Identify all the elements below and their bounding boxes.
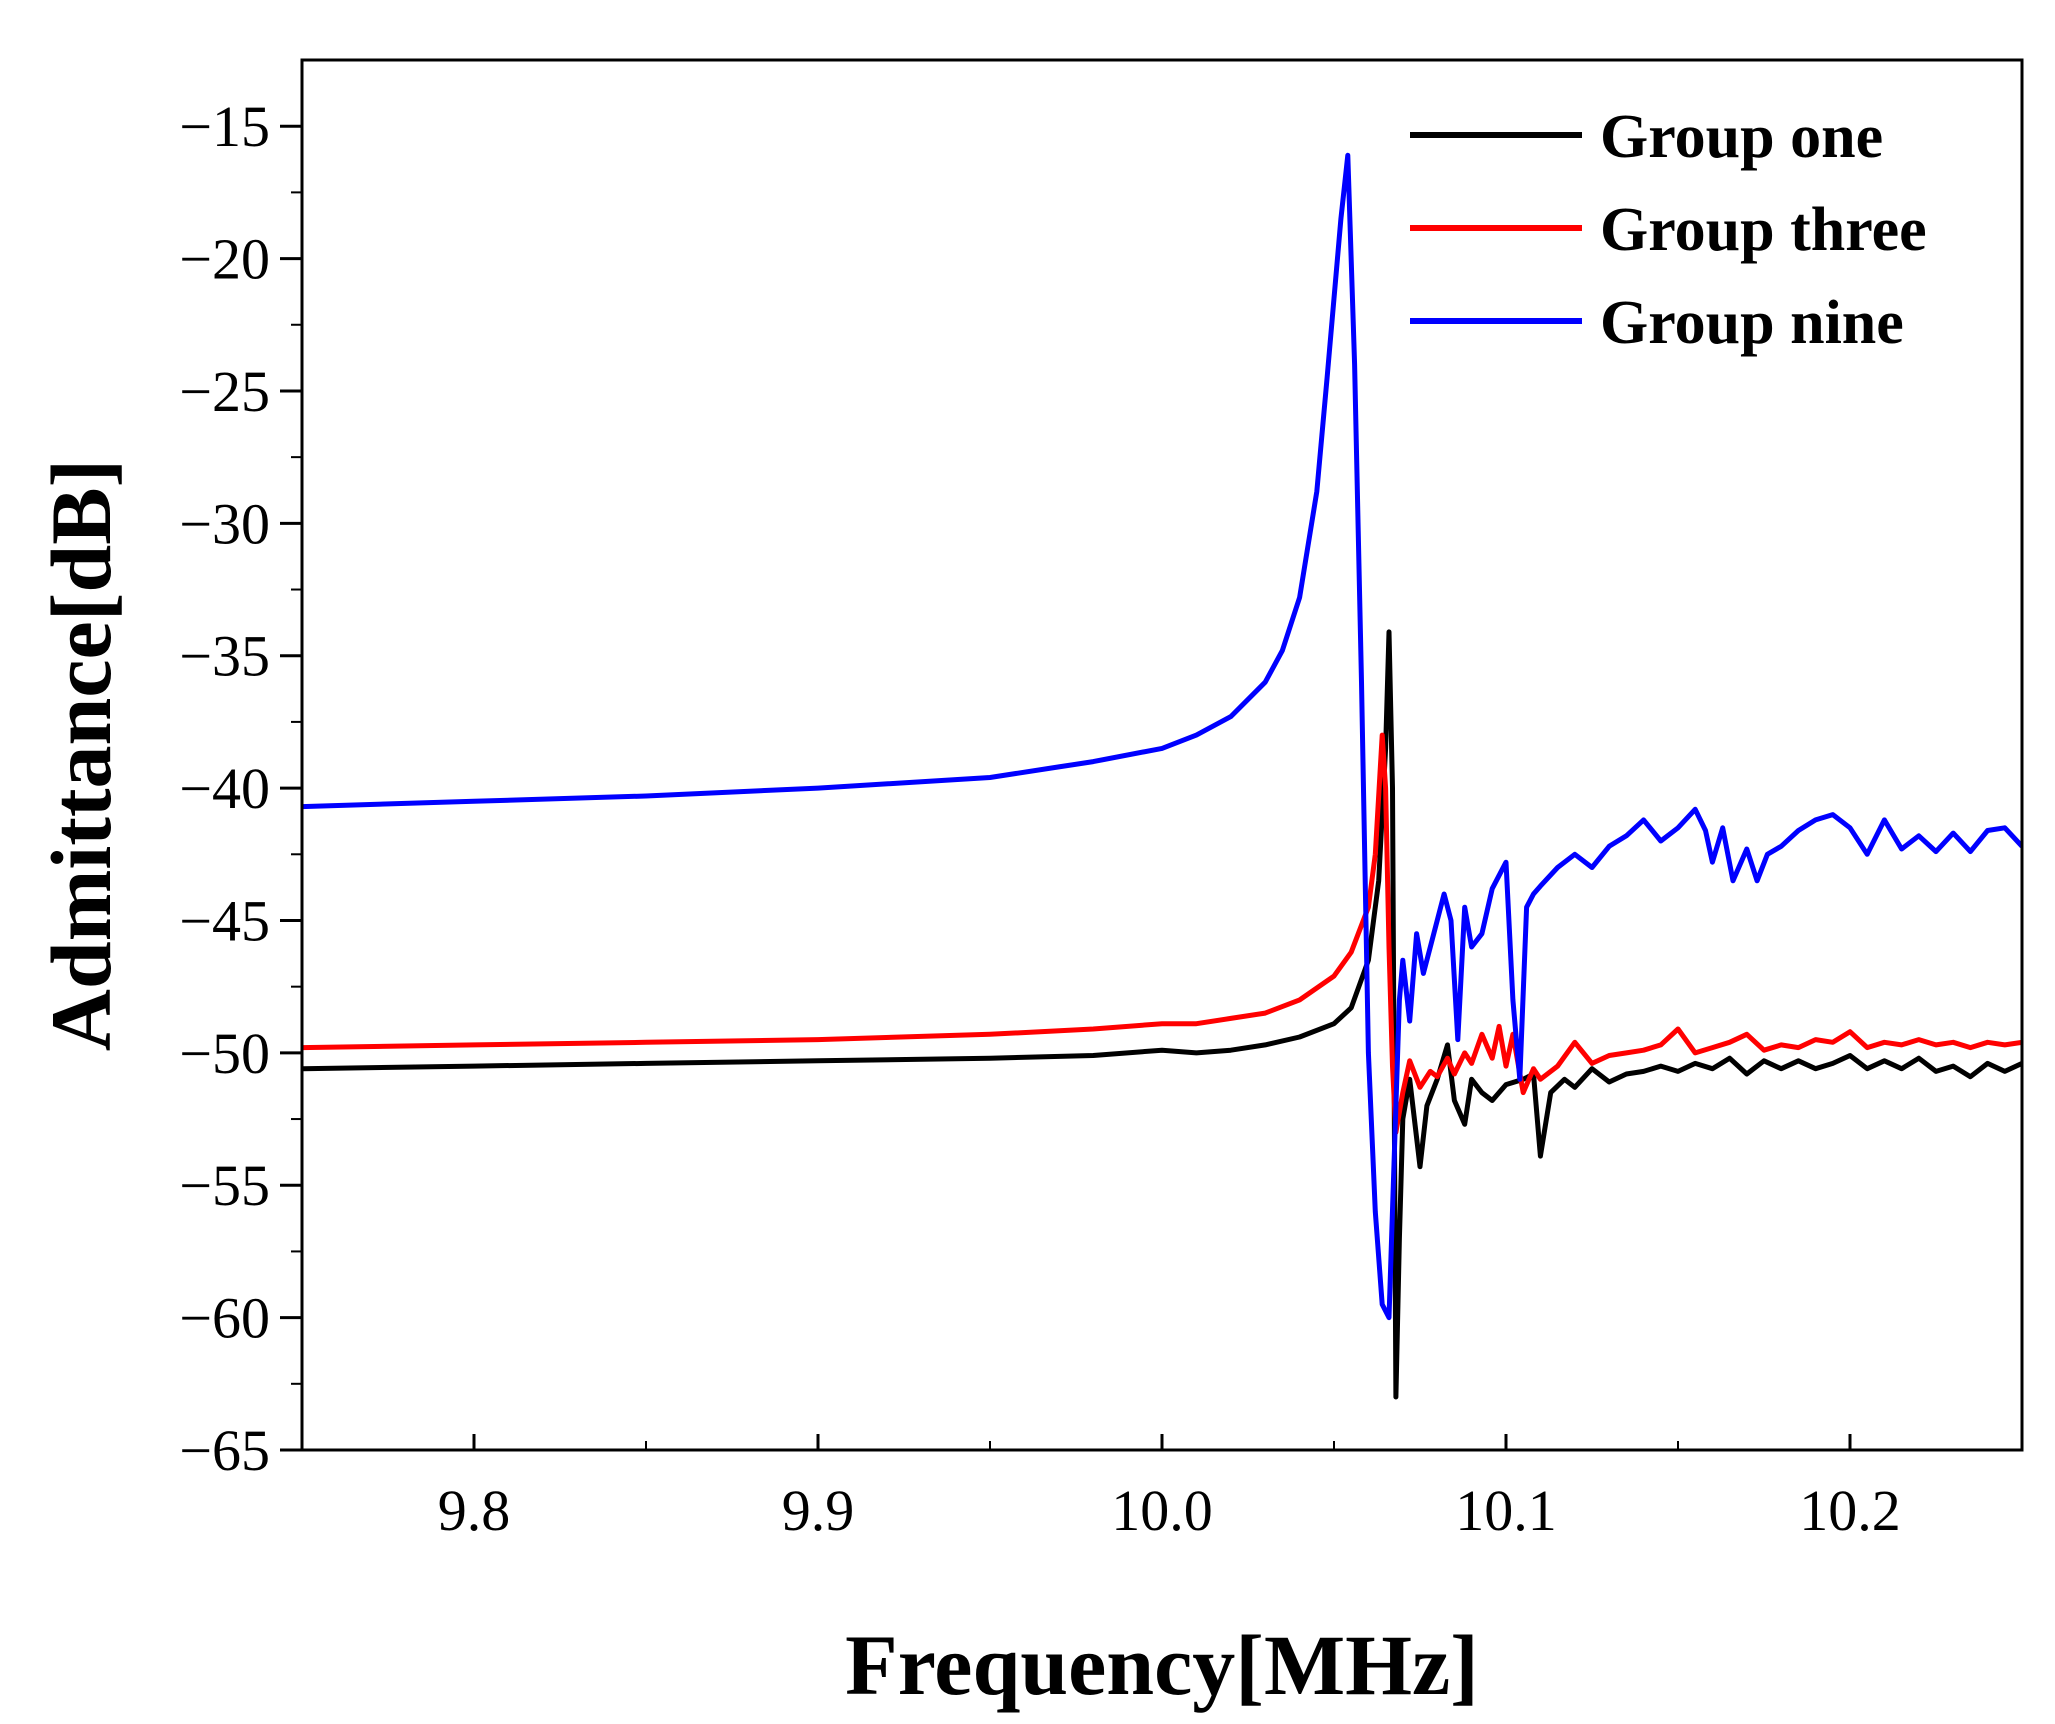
x-tick-label: 9.8 <box>438 1478 511 1543</box>
y-tick-label: −25 <box>179 359 270 424</box>
x-tick-label: 9.9 <box>782 1478 855 1543</box>
y-tick-label: −60 <box>179 1286 270 1351</box>
y-tick-label: −35 <box>179 624 270 689</box>
legend-label-3: Group nine <box>1600 289 1904 357</box>
x-tick-label: 10.1 <box>1455 1478 1557 1543</box>
x-axis-title: Frequency[MHz] <box>845 1617 1479 1713</box>
y-tick-label: −40 <box>179 756 270 821</box>
y-tick-label: −30 <box>179 491 270 556</box>
y-tick-label: −45 <box>179 888 270 953</box>
series-line-1 <box>302 629 2022 1400</box>
legend-label-1: Group one <box>1600 103 1883 171</box>
plot-area <box>302 60 2022 1450</box>
x-tick-label: 10.0 <box>1111 1478 1213 1543</box>
y-axis-title: Admittance[dB] <box>33 459 129 1051</box>
y-tick-label: −65 <box>179 1418 270 1483</box>
y-tick-label: −20 <box>179 227 270 292</box>
series-line-2 <box>302 732 2022 1135</box>
y-tick-label: −55 <box>179 1153 270 1218</box>
y-tick-label: −15 <box>179 94 270 159</box>
legend: Group one Group three Group nine <box>1410 103 1927 357</box>
legend-label-2: Group three <box>1600 196 1927 264</box>
series-line-3 <box>302 152 2022 1321</box>
series-layer <box>302 152 2022 1400</box>
y-tick-label: −50 <box>179 1021 270 1086</box>
x-tick-label: 10.2 <box>1799 1478 1901 1543</box>
ticks-layer: 9.8 9.9 10.0 10.1 10.2 −15 −20 −25 −30 −35 −40 −45 −… <box>179 94 1900 1543</box>
